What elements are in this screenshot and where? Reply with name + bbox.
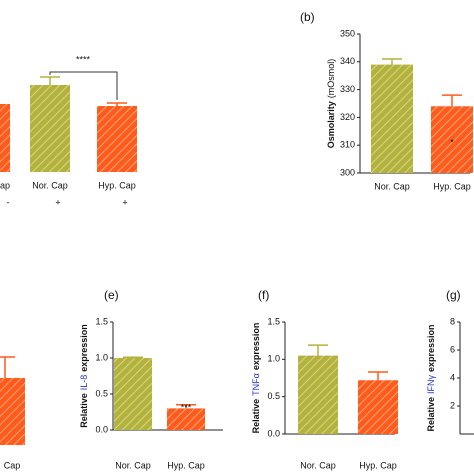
x-tick-label: Hyp. Cap <box>98 180 136 190</box>
y-tick-label: 4 <box>450 372 455 382</box>
significance: **** <box>76 54 91 64</box>
bar-hatch <box>114 358 152 430</box>
panel-label: (e) <box>104 288 119 302</box>
y-tick-label: 0.5 <box>95 388 108 398</box>
y-axis-label-part: expression <box>251 323 261 371</box>
y-axis-label: Osmolarity (mOsmol) <box>326 59 336 149</box>
y-tick-label: 340 <box>340 56 355 66</box>
y-axis-label-part: Relative <box>79 393 89 428</box>
y-tick-label: 330 <box>340 84 355 94</box>
significance: * <box>450 137 454 147</box>
y-tick-label: 1.0 <box>95 352 108 362</box>
y-tick-label: 6 <box>450 344 455 354</box>
y-axis-label: Relative IFNγ expression <box>426 324 436 431</box>
significance: *** <box>181 402 192 412</box>
bar-hatch <box>0 378 25 445</box>
bar-hatch <box>298 355 338 434</box>
bar-hatch <box>30 85 70 172</box>
x-tick-label: Cap <box>4 460 21 470</box>
y-tick-label: 1.0 <box>267 354 280 364</box>
y-tick-label: 0.0 <box>267 428 280 438</box>
panel-label: (f) <box>258 288 269 302</box>
y-axis-label-part: (mOsmol) <box>326 59 336 99</box>
x-tick-label: Hyp. Cap <box>433 181 471 191</box>
y-axis-label: Relative IL-8 expression <box>79 324 89 428</box>
y-tick-label: 300 <box>340 167 355 177</box>
treatment-label: + <box>122 197 127 207</box>
y-axis-label-part: IL-8 <box>79 375 89 391</box>
x-tick-label: Hyp. Cap <box>167 460 205 470</box>
panel-label: (b) <box>300 10 315 24</box>
y-axis-label-part: expression <box>79 324 89 372</box>
y-axis-label-part: Osmolarity <box>326 101 336 148</box>
y-tick-label: 0.5 <box>267 391 280 401</box>
treatment-label: - <box>7 197 10 207</box>
y-axis-label-part: Relative <box>426 397 436 432</box>
y-tick-label: 2 <box>450 400 455 410</box>
y-tick-label: 320 <box>340 112 355 122</box>
y-axis-label-part: TNFα <box>251 373 261 396</box>
bar-hatch <box>371 64 413 173</box>
bar-hatch <box>358 380 398 434</box>
y-axis-label-part: expression <box>426 324 436 372</box>
panel-label: (g) <box>446 288 461 302</box>
x-tick-label: Nor. Cap <box>300 460 336 470</box>
x-tick-label: ap <box>0 180 10 190</box>
y-axis-label: Relative TNFα expression <box>251 323 261 434</box>
x-tick-label: Nor. Cap <box>115 460 151 470</box>
bar-hatch <box>431 106 473 173</box>
y-axis-label-part: Relative <box>251 399 261 434</box>
y-axis-label-part: IFNγ <box>426 375 436 394</box>
bar-hatch <box>97 106 137 172</box>
bar-hatch <box>167 408 205 430</box>
significance-bracket <box>49 71 118 100</box>
treatment-label: + <box>55 197 60 207</box>
x-tick-label: Hyp. Cap <box>359 460 397 470</box>
y-tick-label: 0.0 <box>95 424 108 434</box>
y-tick-label: 1.5 <box>95 316 108 326</box>
y-tick-label: 350 <box>340 28 355 38</box>
bar-hatch <box>0 104 10 172</box>
x-tick-label: Nor. Cap <box>374 181 410 191</box>
x-tick-label: Nor. Cap <box>32 180 68 190</box>
y-tick-label: 8 <box>450 316 455 326</box>
y-tick-label: 310 <box>340 140 355 150</box>
y-tick-label: 1.5 <box>267 316 280 326</box>
